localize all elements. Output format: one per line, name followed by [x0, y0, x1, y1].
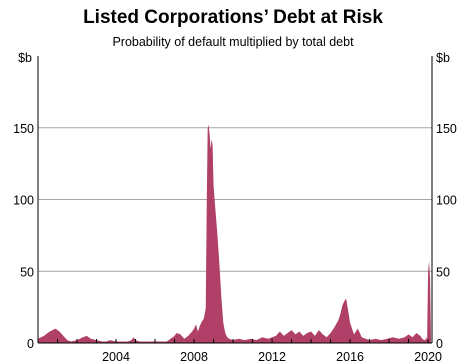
y-unit-left: $b: [18, 51, 32, 65]
x-tick-label-2004: 2004: [102, 350, 130, 364]
gridlines: [38, 127, 432, 272]
y-tick-left-150: 150: [13, 122, 34, 136]
chart-subtitle: Probability of default multiplied by tot…: [112, 35, 354, 49]
y-tick-right-0: 0: [436, 337, 443, 351]
y-tick-right-50: 50: [436, 265, 450, 279]
x-tick-label-2016: 2016: [336, 350, 364, 364]
x-tick-label-2020: 2020: [414, 350, 442, 364]
y-tick-left-50: 50: [20, 265, 34, 279]
debt-at-risk-area: [38, 124, 432, 343]
y-tick-right-150: 150: [436, 122, 457, 136]
y-axis-right: 0 50 100 150: [436, 122, 457, 351]
y-tick-right-100: 100: [436, 194, 457, 208]
plot-frame: [37, 56, 433, 344]
x-tick-label-2012: 2012: [258, 350, 286, 364]
x-tick-label-2008: 2008: [180, 350, 208, 364]
y-tick-left-100: 100: [13, 194, 34, 208]
x-axis: 2004 2008 2012 2016 2020: [37, 339, 442, 364]
y-axis-left: 0 50 100 150: [13, 122, 34, 351]
y-unit-right: $b: [436, 51, 450, 65]
chart-title: Listed Corporations’ Debt at Risk: [83, 7, 383, 28]
y-tick-left-0: 0: [27, 337, 34, 351]
